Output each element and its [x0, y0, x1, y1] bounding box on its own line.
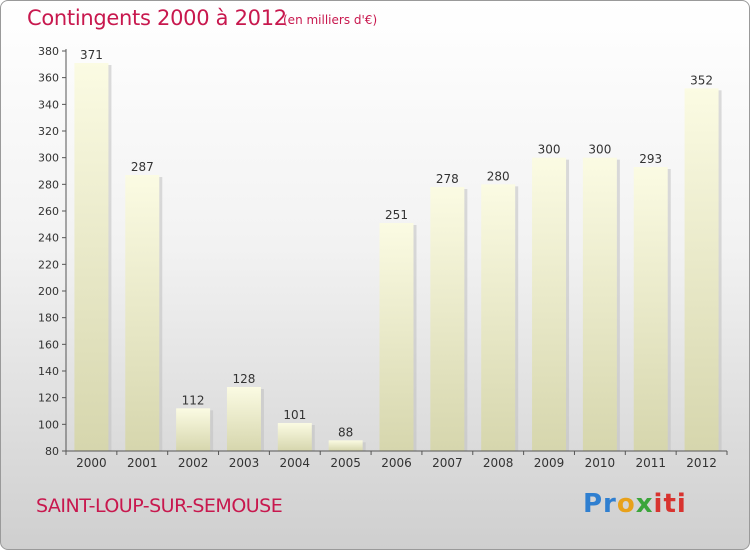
data-label: 128: [233, 372, 256, 386]
data-label: 112: [182, 393, 205, 407]
x-tick-label: 2006: [381, 456, 412, 470]
bar: [226, 387, 261, 451]
x-tick-label: 2009: [534, 456, 565, 470]
data-label: 287: [131, 160, 154, 174]
y-tick-label: 100: [38, 418, 59, 431]
x-tick-label: 2011: [635, 456, 666, 470]
x-tick-label: 2007: [432, 456, 463, 470]
chart-title: Contingents 2000 à 2012: [27, 6, 287, 30]
y-tick-label: 200: [38, 285, 59, 298]
bar: [125, 175, 160, 451]
bar: [532, 157, 567, 451]
x-tick-label: 2002: [178, 456, 209, 470]
bar: [328, 440, 363, 451]
data-label: 293: [639, 152, 662, 166]
bar: [176, 408, 211, 451]
bar: [633, 167, 668, 451]
y-tick-label: 180: [38, 312, 59, 325]
y-tick-label: 260: [38, 205, 59, 218]
x-tick-label: 2005: [330, 456, 361, 470]
y-tick-label: 360: [38, 72, 59, 85]
data-label: 300: [538, 143, 561, 157]
x-tick-label: 2000: [76, 456, 107, 470]
x-tick-label: 2010: [585, 456, 616, 470]
y-tick-label: 120: [38, 392, 59, 405]
y-tick-label: 240: [38, 232, 59, 245]
y-tick-label: 220: [38, 258, 59, 271]
data-label: 280: [487, 169, 510, 183]
bar: [582, 157, 617, 451]
chart-subtitle: (en milliers d'€): [283, 13, 378, 27]
y-tick-label: 300: [38, 152, 59, 165]
data-label: 352: [690, 73, 713, 87]
y-tick-label: 160: [38, 338, 59, 351]
y-tick-label: 320: [38, 125, 59, 138]
y-tick-label: 80: [45, 445, 59, 458]
x-tick-label: 2012: [686, 456, 717, 470]
bar: [74, 63, 109, 451]
x-tick-label: 2001: [127, 456, 158, 470]
y-tick-label: 280: [38, 178, 59, 191]
y-tick-label: 340: [38, 98, 59, 111]
bar: [277, 423, 312, 451]
bar: [430, 187, 465, 451]
x-tick-label: 2003: [229, 456, 260, 470]
x-tick-label: 2004: [280, 456, 311, 470]
bar: [379, 223, 414, 451]
data-label: 101: [283, 408, 306, 422]
data-label: 300: [588, 143, 611, 157]
bar: [481, 184, 516, 452]
data-label: 278: [436, 172, 459, 186]
data-label: 88: [338, 425, 353, 439]
bar: [684, 88, 719, 451]
proxiti-logo: Proxiti: [583, 489, 687, 519]
y-tick-label: 140: [38, 365, 59, 378]
commune-name: SAINT-LOUP-SUR-SEMOUSE: [36, 495, 283, 517]
x-tick-label: 2008: [483, 456, 514, 470]
data-label: 371: [80, 48, 103, 62]
data-label: 251: [385, 208, 408, 222]
y-tick-label: 380: [38, 45, 59, 58]
